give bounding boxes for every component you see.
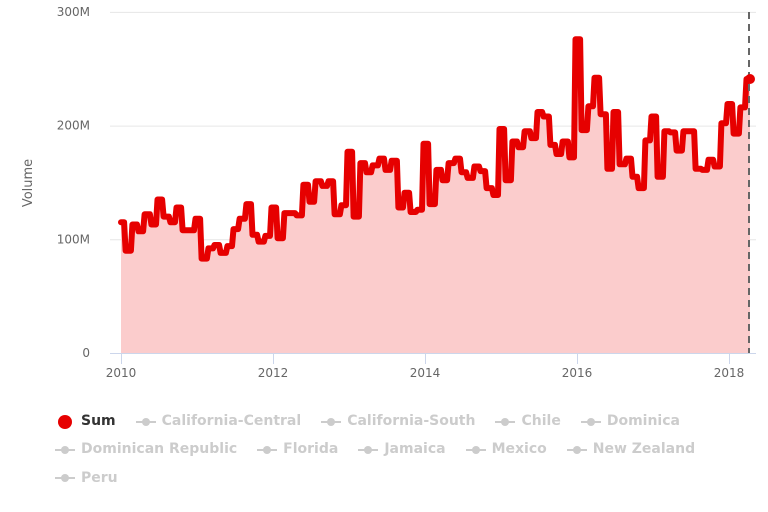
legend-marker-line-icon — [321, 416, 342, 428]
x-tick-label: 2014 — [410, 366, 441, 380]
legend-item-chile[interactable]: Chile — [495, 409, 561, 435]
x-axis-ticks: 2010 2012 2014 2016 2018 — [106, 354, 745, 380]
x-tick-label: 2010 — [106, 366, 137, 380]
legend-item-label: California-South — [347, 413, 476, 429]
x-tick-label: 2016 — [562, 366, 593, 380]
y-tick-label: 300M — [57, 5, 90, 19]
legend-item-mexico[interactable]: Mexico — [465, 437, 547, 463]
legend-item-label: Florida — [283, 441, 339, 458]
legend-item-label: Mexico — [491, 441, 547, 458]
legend-item-label: New Zealand — [592, 441, 696, 458]
legend-item-label: Dominican Republic — [81, 441, 238, 458]
legend-marker-line-icon — [465, 444, 486, 456]
legend-marker-line-icon — [358, 444, 379, 456]
legend-item-label: Dominica — [606, 413, 680, 429]
legend-item-jamaica[interactable]: Jamaica — [358, 437, 446, 463]
legend-item-florida[interactable]: Florida — [257, 437, 338, 463]
legend-item-dominica[interactable]: Dominica — [580, 409, 680, 435]
x-tick-label: 2018 — [714, 366, 745, 380]
legend-item-label: Chile — [521, 413, 561, 429]
legend-item-sum[interactable]: Sum — [55, 409, 116, 435]
legend-item-label: Sum — [81, 413, 116, 429]
hover-point-marker[interactable] — [745, 73, 755, 84]
legend-item-dominican-republic[interactable]: Dominican Republic — [55, 437, 237, 463]
y-tick-label: 200M — [57, 119, 90, 133]
legend-marker-line-icon — [55, 472, 75, 484]
legend-marker-line-icon — [257, 444, 278, 456]
legend-marker-line-icon — [55, 444, 75, 456]
x-tick-label: 2012 — [258, 366, 289, 380]
sum-series-line[interactable] — [118, 36, 753, 262]
y-axis-label: Volume — [21, 159, 36, 207]
y-tick-label: 0 — [82, 346, 90, 360]
y-axis-ticks: 300M 200M 100M 0 — [57, 5, 90, 360]
legend-item-label: Peru — [81, 469, 118, 486]
legend-marker-line-icon — [580, 416, 601, 428]
legend-marker-line-icon — [135, 416, 156, 428]
legend-item-new-zealand[interactable]: New Zealand — [566, 437, 696, 463]
legend-marker-dot-icon — [55, 414, 75, 429]
legend-item-california-south[interactable]: California-South — [321, 409, 475, 435]
legend-item-label: California-Central — [161, 413, 302, 429]
legend-item-california-central[interactable]: California-Central — [135, 409, 302, 435]
legend: Sum California-Central California-South Chi… — [55, 409, 755, 494]
y-tick-label: 100M — [57, 232, 90, 246]
legend-marker-line-icon — [566, 444, 587, 456]
legend-item-peru[interactable]: Peru — [55, 466, 118, 492]
legend-marker-line-icon — [495, 416, 516, 428]
legend-item-label: Jamaica — [384, 441, 446, 458]
